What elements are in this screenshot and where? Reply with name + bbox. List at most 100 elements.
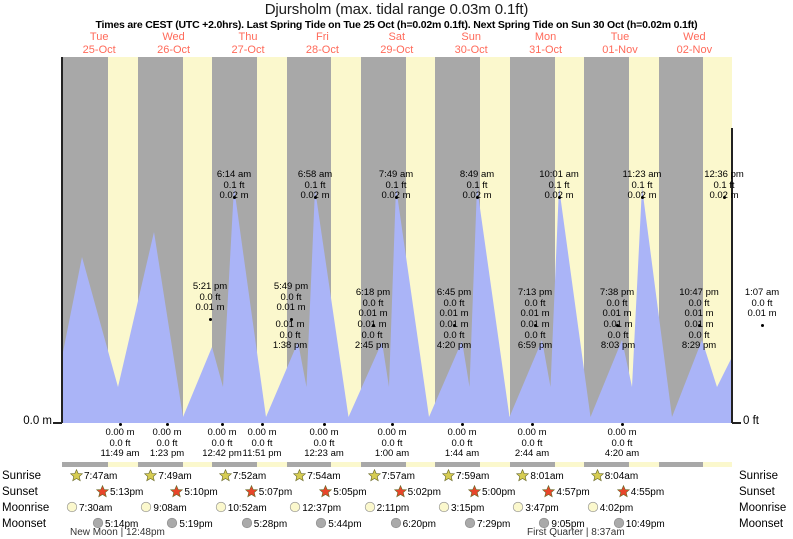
high-tide-4-marker <box>558 196 561 199</box>
mid-tide-upper-1-line-2: 0.01 m <box>276 302 306 313</box>
mid-tide-upper-4-line-1: 0.0 ft <box>524 297 546 309</box>
sunset-icon <box>96 485 110 498</box>
day-header-date: 29-Oct <box>380 44 414 56</box>
high-tide-4-line-1: 0.1 ft <box>548 179 570 191</box>
sunrise-icon <box>516 469 530 482</box>
y-axis-left <box>61 57 63 423</box>
low-tide-1-line-2: 1:23 pm <box>149 448 185 459</box>
high-tide-2-line-0: 7:49 am <box>378 169 414 180</box>
mid-tide-lower-0: 0.01 m 0.0 ft 1:38 pm <box>250 319 330 352</box>
high-tide-3-line-2: 0.02 m <box>462 190 492 201</box>
mid-tide-upper-2-line-1: 0.0 ft <box>362 297 384 309</box>
sunrise-time: 7:59am <box>456 471 490 483</box>
tide-plot-area <box>62 57 732 423</box>
low-tide-7-line-2: 2:44 am <box>514 448 550 459</box>
mid-tide-upper-4: 7:13 pm 0.0 ft 0.01 m <box>495 287 575 320</box>
sunrise-icon <box>218 469 233 482</box>
high-tide-6-line-1: 0.1 ft <box>713 179 735 191</box>
bottom-daylight-band-4 <box>405 462 436 467</box>
day-header-date: 27-Oct <box>231 44 265 56</box>
bottom-band-base <box>62 462 732 467</box>
high-tide-4-line-2: 0.02 m <box>544 190 574 201</box>
mid-tide-lower-2-line-2: 4:20 pm <box>436 340 472 351</box>
moonset-cell-2: 5:28pm <box>241 518 287 531</box>
moonset-icon <box>390 518 403 530</box>
sunrise-cell-2: 7:52am <box>218 469 266 483</box>
sunrise-cell-3: 7:54am <box>293 469 341 483</box>
high-tide-1-marker <box>314 196 317 199</box>
moonset-time: 7:29pm <box>477 519 511 530</box>
bottom-daylight-band-1 <box>182 462 213 467</box>
high-tide-5: 11:23 am 0.1 ft 0.02 m <box>602 169 682 202</box>
moonrise-icon <box>587 502 600 514</box>
moonset-icon <box>241 518 254 530</box>
sunset-cell-3: 5:05pm <box>319 485 367 499</box>
mid-tide-upper-7-line-0: 1:07 am <box>744 287 780 298</box>
day-header-date: 30-Oct <box>454 44 488 56</box>
day-header-weekday: Mon <box>534 31 557 43</box>
low-tide-8-line-1: 0.0 ft <box>611 437 633 449</box>
high-tide-0-line-2: 0.02 m <box>219 190 249 201</box>
moonrise-time: 10:52am <box>227 503 267 514</box>
sunset-time: 4:57pm <box>556 487 590 499</box>
sunset-time: 5:00pm <box>482 487 516 499</box>
day-header-weekday: Sat <box>388 31 406 43</box>
mid-tide-lower-1-line-1: 0.0 ft <box>361 329 383 341</box>
mid-tide-upper-5-line-1: 0.0 ft <box>606 297 628 309</box>
row-label-moonset: Moonset <box>2 518 47 530</box>
low-tide-8-marker <box>621 423 624 426</box>
low-tide-7-marker <box>531 423 534 426</box>
mid-tide-upper-1-line-1: 0.0 ft <box>280 291 302 303</box>
moonrise-time: 9:08am <box>153 503 187 514</box>
moonset-cell-1: 5:19pm <box>166 518 213 531</box>
day-header-date: 25-Oct <box>82 44 116 56</box>
low-tide-2-line-1: 0.0 ft <box>211 437 233 449</box>
moonrise-time: 2:11pm <box>376 503 410 514</box>
low-tide-6-line-2: 1:44 am <box>444 448 480 459</box>
low-tide-1-line-0: 0.00 m <box>152 427 182 438</box>
high-tide-0-marker <box>233 196 236 199</box>
moonset-icon <box>464 518 477 530</box>
moonset-icon <box>92 518 105 530</box>
mid-tide-upper-0-line-2: 0.01 m <box>195 302 225 313</box>
low-tide-3-line-0: 0.00 m <box>247 427 277 438</box>
day-header-27-oct: Thu 27-Oct <box>208 31 288 57</box>
row-label-moonset-right: Moonset <box>739 518 784 530</box>
bottom-daylight-band-0 <box>108 462 138 467</box>
low-tide-5-line-2: 1:00 am <box>374 448 410 459</box>
mid-tide-lower-0-line-0: 0.01 m <box>275 319 305 330</box>
mid-tide-lower-2-line-1: 0.0 ft <box>443 329 465 341</box>
moon-phase-0: New Moon | 12:48pm <box>70 527 165 538</box>
mid-tide-upper-7-marker <box>761 324 764 327</box>
mid-tide-lower-4-line-0: 0.01 m <box>603 319 633 330</box>
mid-tide-lower-4-line-2: 8:03 pm <box>600 340 636 351</box>
day-header-28-oct: Fri 28-Oct <box>282 31 362 57</box>
mid-tide-upper-3: 6:45 pm 0.0 ft 0.01 m <box>414 287 494 320</box>
high-tide-1-line-1: 0.1 ft <box>304 179 326 191</box>
low-tide-6: 0.00 m 0.0 ft 1:44 am <box>422 427 502 460</box>
moonset-time: 5:28pm <box>253 519 288 530</box>
high-tide-5-marker <box>641 196 644 199</box>
low-tide-3-line-2: 11:51 pm <box>242 448 282 459</box>
low-tide-0-line-1: 0.0 ft <box>109 437 131 449</box>
moonrise-cell-3: 12:37pm <box>289 502 341 515</box>
row-label-sunset-right: Sunset <box>739 486 775 498</box>
row-label-sunrise: Sunrise <box>2 470 41 482</box>
row-label-moonrise-right: Moonrise <box>739 502 787 514</box>
moon-phase-time: 12:48pm <box>125 527 165 538</box>
y-axis-right-tick <box>732 422 741 424</box>
high-tide-5-line-0: 11:23 am <box>622 169 662 180</box>
day-header-30-oct: Sun 30-Oct <box>431 31 511 57</box>
moonrise-icon <box>140 502 153 514</box>
sunset-icon <box>616 485 631 498</box>
mid-tide-upper-2-marker <box>372 324 375 327</box>
sunrise-cell-1: 7:49am <box>144 469 192 483</box>
day-header-weekday: Sun <box>461 31 481 43</box>
high-tide-2-line-1: 0.1 ft <box>385 179 407 191</box>
low-tide-0-line-2: 11:49 am <box>100 448 140 459</box>
moonset-time: 5:44pm <box>328 519 362 530</box>
sunset-time: 5:02pm <box>407 487 441 499</box>
sunrise-time: 7:54am <box>307 471 341 483</box>
low-tide-2-line-0: 0.00 m <box>207 427 237 438</box>
mid-tide-upper-2: 6:18 pm 0.0 ft 0.01 m <box>333 287 413 320</box>
